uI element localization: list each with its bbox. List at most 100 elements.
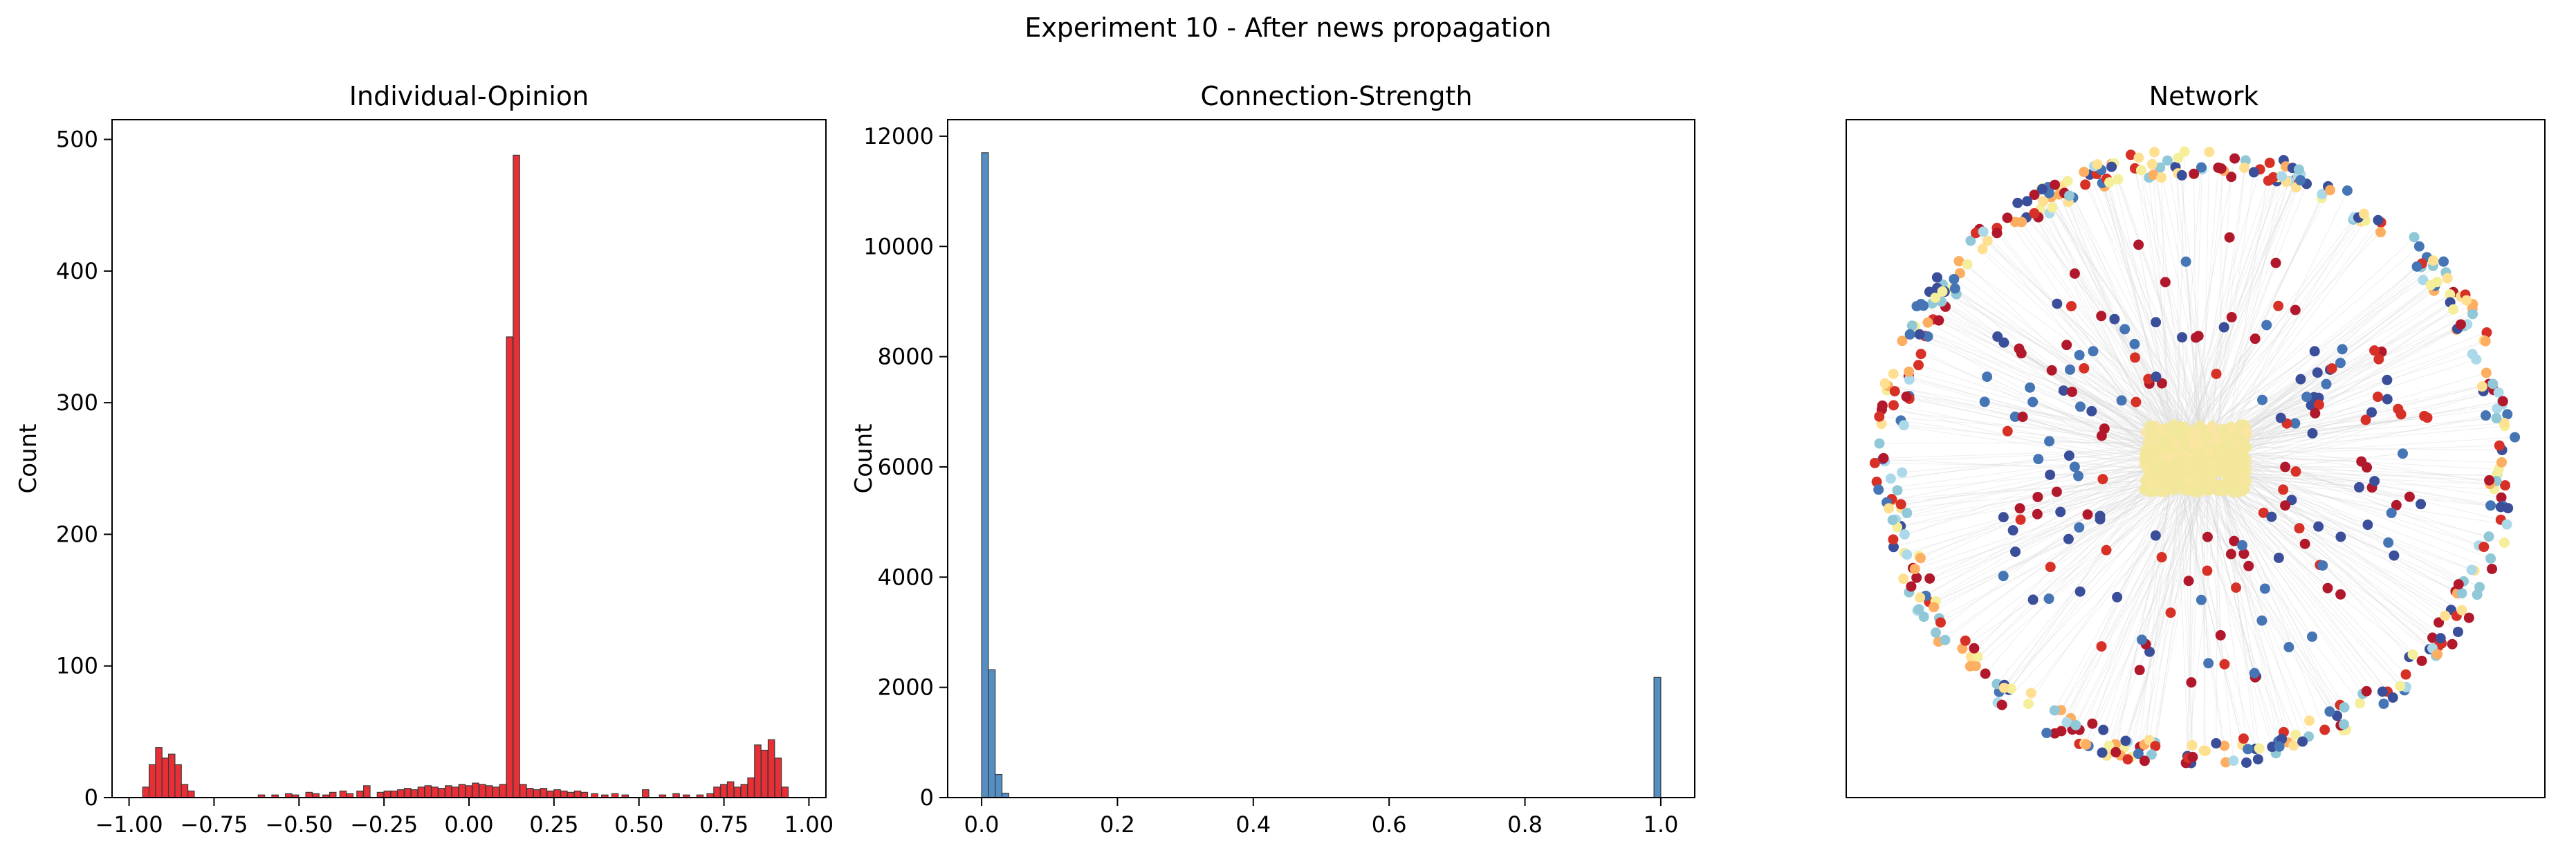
network-node — [2243, 560, 2254, 571]
network-edge — [1882, 459, 2196, 475]
network-node — [2309, 346, 2320, 357]
network-edge — [2026, 217, 2207, 443]
network-node — [2266, 511, 2277, 522]
opinion-bar — [181, 784, 189, 798]
network-node — [2173, 152, 2184, 163]
network-node — [2223, 459, 2233, 469]
network-node — [2029, 190, 2040, 201]
network-edge — [2131, 452, 2195, 757]
network-node — [2416, 655, 2427, 666]
network-node — [2391, 499, 2402, 511]
network-node — [2273, 300, 2284, 311]
network-node — [2356, 456, 2367, 467]
network-edge — [2188, 445, 2193, 762]
strength-y-tick-label: 8000 — [878, 344, 934, 370]
network-node — [1904, 329, 1915, 340]
network-node — [2319, 724, 2330, 735]
network-edge — [2216, 415, 2425, 446]
network-node — [2064, 190, 2075, 201]
network-node — [2240, 484, 2250, 494]
network-edge — [2192, 169, 2203, 440]
network-node — [1903, 366, 1914, 377]
network-edge — [2220, 441, 2478, 596]
network-node — [2202, 565, 2213, 576]
network-node — [2049, 705, 2060, 716]
network-edge — [2214, 439, 2469, 618]
network-edge — [2101, 183, 2211, 446]
network-node — [1960, 635, 1971, 646]
opinion-y-tick-label: 400 — [56, 258, 98, 284]
network-edge — [2189, 473, 2413, 655]
network-node — [2317, 189, 2328, 200]
network-node — [2362, 520, 2373, 531]
network-node — [2193, 331, 2204, 342]
network-node — [2481, 327, 2492, 338]
network-node — [2140, 444, 2151, 454]
network-node — [2211, 738, 2222, 749]
network-node — [2025, 382, 2036, 393]
network-node — [2025, 688, 2036, 699]
opinion-bar — [573, 790, 582, 798]
network-node — [2393, 403, 2404, 414]
network-node — [2500, 480, 2511, 491]
network-edge — [2196, 181, 2277, 448]
network-edge — [2174, 324, 2267, 444]
network-edge — [1982, 231, 2188, 440]
network-node — [1915, 592, 1926, 603]
network-edge — [1888, 385, 2176, 439]
strength-x-tick-label: 0.6 — [1372, 811, 1407, 838]
network-edge — [2068, 195, 2198, 459]
network-node — [2016, 348, 2027, 359]
network-edge — [2185, 261, 2201, 448]
network-edge — [2218, 463, 2492, 570]
network-edge — [2173, 181, 2269, 451]
opinion-bar — [404, 788, 412, 798]
network-node — [1877, 400, 1888, 411]
network-node — [2321, 378, 2332, 389]
network-edge — [1962, 477, 2209, 650]
network-node — [2499, 417, 2510, 428]
network-edge — [2202, 478, 2276, 753]
network-edge — [2070, 306, 2186, 445]
network-node — [2510, 432, 2521, 443]
network-node — [1982, 371, 1993, 383]
network-node — [1918, 612, 1929, 623]
network-edge — [2207, 167, 2245, 452]
opinion-x-tick-label: 0.00 — [444, 811, 493, 838]
network-edge — [2214, 389, 2494, 479]
network-node — [2238, 733, 2249, 744]
opinion-bar — [733, 787, 742, 798]
opinion-bar — [479, 784, 486, 798]
network-node — [2299, 538, 2310, 549]
opinion-bar — [754, 744, 762, 798]
network-node — [1929, 602, 1940, 613]
network-edge — [1892, 441, 2190, 501]
network-edge — [2182, 474, 2290, 647]
strength-title: Connection-Strength — [1200, 81, 1472, 111]
network-edge — [2204, 180, 2301, 443]
network-node — [2239, 163, 2250, 174]
network-node — [1879, 378, 1890, 389]
network-edge — [2041, 188, 2198, 448]
network-node — [2131, 396, 2142, 407]
opinion-bar — [458, 784, 466, 798]
network-node — [2148, 169, 2159, 181]
network-node — [1922, 317, 1933, 328]
strength-x-tick-label: 0.2 — [1100, 811, 1135, 838]
network-node — [2274, 741, 2285, 752]
network-node — [1949, 273, 1960, 284]
network-node — [2264, 157, 2275, 168]
network-edge — [2164, 282, 2199, 442]
network-node — [1889, 386, 1900, 397]
network-node — [1933, 315, 1944, 326]
network-node — [2502, 409, 2513, 420]
network-edge — [2106, 468, 2212, 756]
network-node — [1874, 438, 1885, 449]
network-node — [2133, 239, 2144, 250]
network-node — [2149, 147, 2160, 158]
network-node — [2354, 481, 2365, 493]
network-node — [1998, 682, 2009, 693]
network-edge — [2217, 457, 2260, 748]
network-node — [2172, 475, 2182, 485]
